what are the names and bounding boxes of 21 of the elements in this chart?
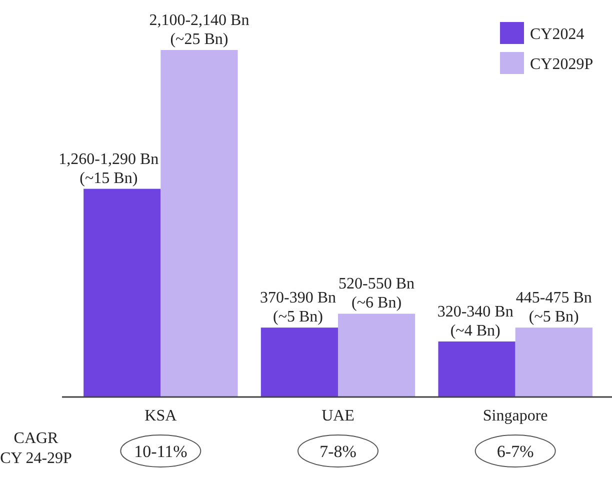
legend-label: CY2024: [530, 26, 584, 43]
data-label: 1,260-1,290 Bn (~15 Bn): [58, 150, 159, 187]
bar: [338, 314, 416, 397]
data-label: 2,100-2,140 Bn (~25 Bn): [149, 12, 250, 48]
x-tick-label: Singapore: [482, 407, 548, 424]
text: 6-7%: [496, 442, 534, 461]
x-tick-label: KSA: [144, 407, 178, 424]
text: CAGR CY 24-29P: [0, 430, 72, 467]
data-label: 370-390 Bn (~5 Bn): [260, 290, 336, 326]
bar: [438, 341, 516, 397]
bar: [260, 328, 338, 397]
bar: [84, 188, 161, 397]
legend-label: CY2029P: [530, 56, 594, 73]
data-label: 320-340 Bn (~4 Bn): [437, 303, 514, 340]
x-tick-label: UAE: [322, 407, 354, 424]
text: 7-8%: [320, 442, 356, 461]
data-label: 445-475 Bn (~5 Bn): [516, 290, 592, 326]
text: 10-11%: [134, 442, 188, 461]
data-label: 520-550 Bn (~6 Bn): [338, 276, 415, 312]
bar: [515, 328, 592, 397]
bar: [160, 50, 238, 397]
